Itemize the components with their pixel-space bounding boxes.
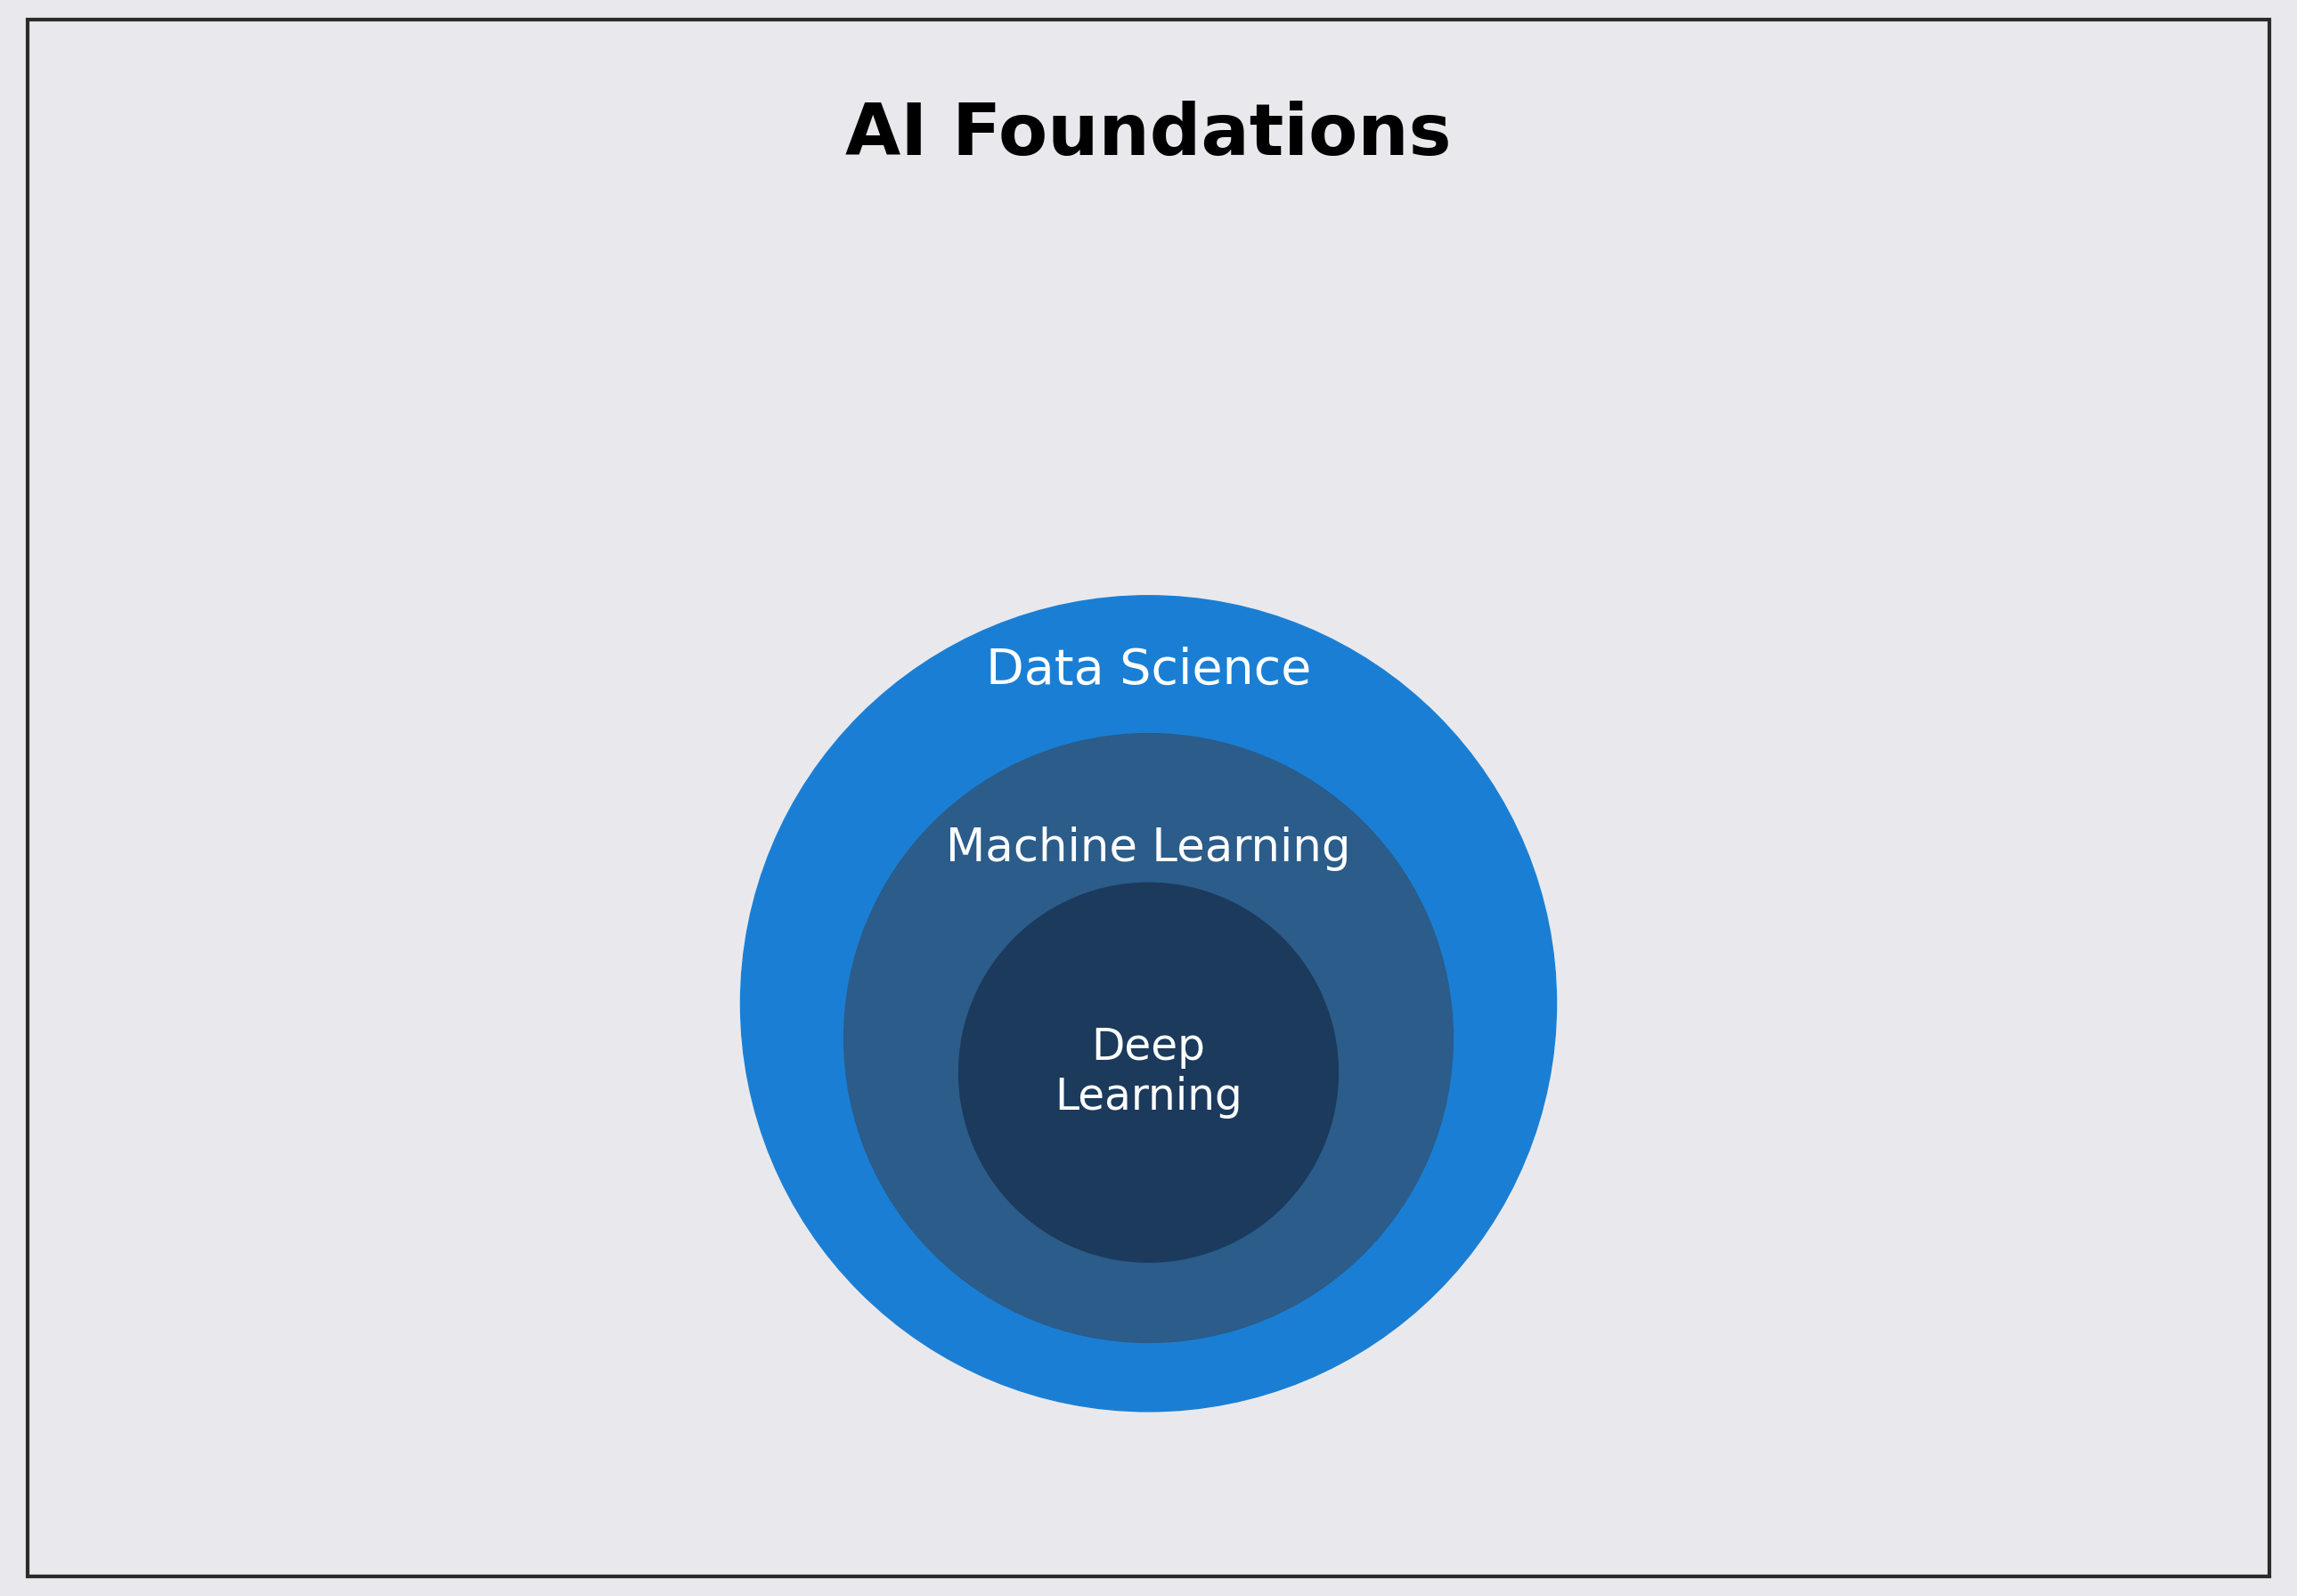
Circle shape: [843, 734, 1454, 1342]
Text: Deep
Learning: Deep Learning: [1054, 1026, 1243, 1119]
Text: Machine Learning: Machine Learning: [946, 827, 1351, 871]
Text: Data Science: Data Science: [985, 646, 1312, 694]
Text: AI Foundations: AI Foundations: [845, 101, 1452, 171]
Circle shape: [740, 595, 1557, 1411]
Circle shape: [958, 883, 1339, 1262]
